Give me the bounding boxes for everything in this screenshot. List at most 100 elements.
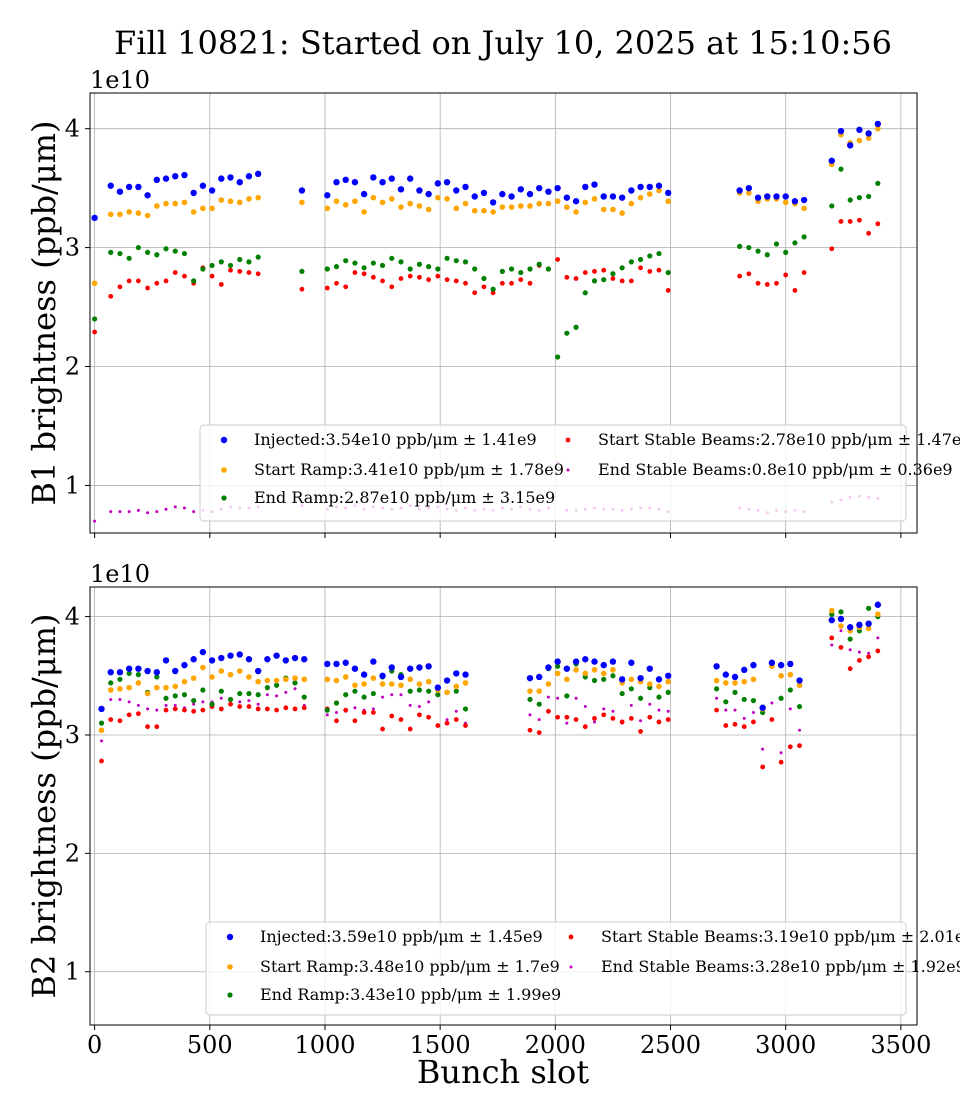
b2-start-ramp-point-30 <box>388 681 395 687</box>
b2-start-ramp-point-18 <box>264 677 271 684</box>
b1-start-ramp-point-44 <box>554 198 561 205</box>
b2-start-stable-point-44 <box>573 717 579 722</box>
b2-panel: 1 2 3 4 0 500 1000 1500 2000 2500 3000 3500 1e10 B2 b… <box>25 560 960 1059</box>
b1-start-ramp-point-38 <box>499 204 506 210</box>
b1-start-stable-point-47 <box>582 270 588 275</box>
b2-injected-point-45 <box>582 656 589 663</box>
x-tick-label-1: 500 <box>187 1031 233 1059</box>
b2-start-stable-point-11 <box>200 707 206 713</box>
b2-start-stable-point-18 <box>264 706 270 712</box>
b2-start-ramp-point-63 <box>787 671 794 678</box>
b2-injected-point-70 <box>874 601 882 608</box>
b2-legend-marker-2 <box>227 992 233 998</box>
b1-start-ramp-point-36 <box>481 207 487 214</box>
b2-start-ramp-point-57 <box>732 680 738 686</box>
b1-start-stable-point-67 <box>847 219 853 224</box>
b2-end-ramp-point-25 <box>343 692 349 698</box>
b1-start-stable-point-32 <box>444 277 450 283</box>
b1-panel: 1 2 3 4 1e10 B1 brightness (ppb/μm) Injected:3… <box>25 66 960 538</box>
b1-injected-point-43 <box>545 188 552 195</box>
b1-injected-point-8 <box>172 173 179 180</box>
b1-start-stable-point-21 <box>343 284 349 290</box>
b2-start-stable-point-27 <box>361 710 367 715</box>
b1-start-stable-point-46 <box>573 276 579 281</box>
b1-injected-point-59 <box>754 194 762 201</box>
b2-injected-point-33 <box>416 664 423 671</box>
b1-start-stable-point-13 <box>218 282 224 287</box>
b2-start-stable-point-32 <box>407 726 413 732</box>
b2-end-stable-point-53 <box>657 708 661 712</box>
b2-injected-point-39 <box>526 674 534 682</box>
b2-start-ramp-point-4 <box>135 680 142 686</box>
b2-y-tick-label-2: 3 <box>65 721 80 749</box>
b2-end-ramp-point-56 <box>723 699 729 705</box>
b2-injected-point-43 <box>563 665 571 672</box>
b2-start-stable-point-45 <box>582 724 588 730</box>
b1-end-ramp-point-8 <box>172 248 178 254</box>
b1-injected-point-32 <box>443 178 451 186</box>
b1-legend-marker-1 <box>221 467 227 473</box>
b1-end-stable-point-6 <box>155 510 159 514</box>
b2-start-ramp-point-19 <box>273 677 280 684</box>
b2-injected-point-36 <box>443 677 451 684</box>
b1-start-stable-point-64 <box>801 270 807 275</box>
b2-end-stable-point-10 <box>192 702 196 706</box>
b1-start-ramp-point-17 <box>255 194 261 201</box>
b1-start-ramp-point-5 <box>144 212 151 219</box>
b2-start-ramp-point-22 <box>301 676 308 683</box>
b1-start-stable-point-19 <box>324 285 330 291</box>
b2-end-ramp-point-69 <box>866 605 872 611</box>
b1-legend-label-1: Start Ramp:3.41e10 ppb/μm ± 1.78e9 <box>254 460 564 479</box>
b1-start-stable-point-28 <box>407 273 413 279</box>
b2-injected-point-27 <box>360 671 368 678</box>
b2-injected-point-20 <box>282 657 290 664</box>
b2-injected-point-62 <box>777 661 785 669</box>
b2-start-stable-point-49 <box>619 719 625 725</box>
b1-end-ramp-point-4 <box>135 244 141 251</box>
b2-injected-point-28 <box>370 658 377 665</box>
b2-injected-point-25 <box>342 659 349 666</box>
b2-start-ramp-point-28 <box>370 675 377 681</box>
b1-injected-point-37 <box>489 199 497 206</box>
b1-injected-point-35 <box>471 193 478 200</box>
b2-injected-point-14 <box>227 652 234 659</box>
b1-injected-point-0 <box>91 214 98 222</box>
b2-start-ramp-point-1 <box>107 687 114 693</box>
b1-end-ramp-point-2 <box>117 250 123 257</box>
b2-start-stable-point-31 <box>398 717 404 722</box>
b2-end-ramp-point-2 <box>117 676 123 682</box>
b2-start-stable-point-13 <box>218 706 224 712</box>
b1-end-ramp-point-69 <box>866 193 872 200</box>
b1-end-ramp-point-50 <box>610 271 616 277</box>
b2-end-stable-point-39 <box>528 713 532 717</box>
b2-end-stable-point-46 <box>592 720 596 724</box>
b2-injected-point-59 <box>750 661 757 669</box>
b2-injected-point-18 <box>264 656 271 663</box>
b1-end-ramp-point-13 <box>218 259 224 265</box>
b2-end-stable-point-4 <box>136 703 140 707</box>
b1-end-ramp-point-22 <box>352 260 358 266</box>
b1-end-ramp-point-41 <box>527 266 533 272</box>
b2-injected-point-37 <box>453 670 460 677</box>
b1-start-stable-point-0 <box>92 329 98 335</box>
b2-end-ramp-point-66 <box>838 609 844 615</box>
b2-start-ramp-point-42 <box>554 670 561 677</box>
b1-y-axis-label: B1 brightness (ppb/μm) <box>25 121 63 506</box>
b1-start-stable-point-24 <box>370 274 376 280</box>
b2-injected-point-30 <box>388 664 395 671</box>
b1-injected-point-31 <box>434 180 442 187</box>
b1-end-ramp-point-63 <box>792 240 798 246</box>
b2-start-stable-point-4 <box>135 711 141 717</box>
b2-start-stable-point-61 <box>769 717 775 722</box>
b2-injected-point-23 <box>324 660 331 668</box>
b2-end-stable-point-61 <box>770 701 774 705</box>
b1-end-ramp-point-52 <box>628 259 634 265</box>
b2-injected-point-58 <box>741 666 748 674</box>
b2-end-ramp-point-26 <box>352 688 358 694</box>
b1-start-ramp-point-6 <box>154 203 160 209</box>
b1-end-ramp-point-37 <box>490 286 496 292</box>
b2-injected-point-31 <box>397 673 405 681</box>
b2-start-ramp-point-2 <box>117 686 123 692</box>
b2-end-stable-point-11 <box>201 700 205 704</box>
